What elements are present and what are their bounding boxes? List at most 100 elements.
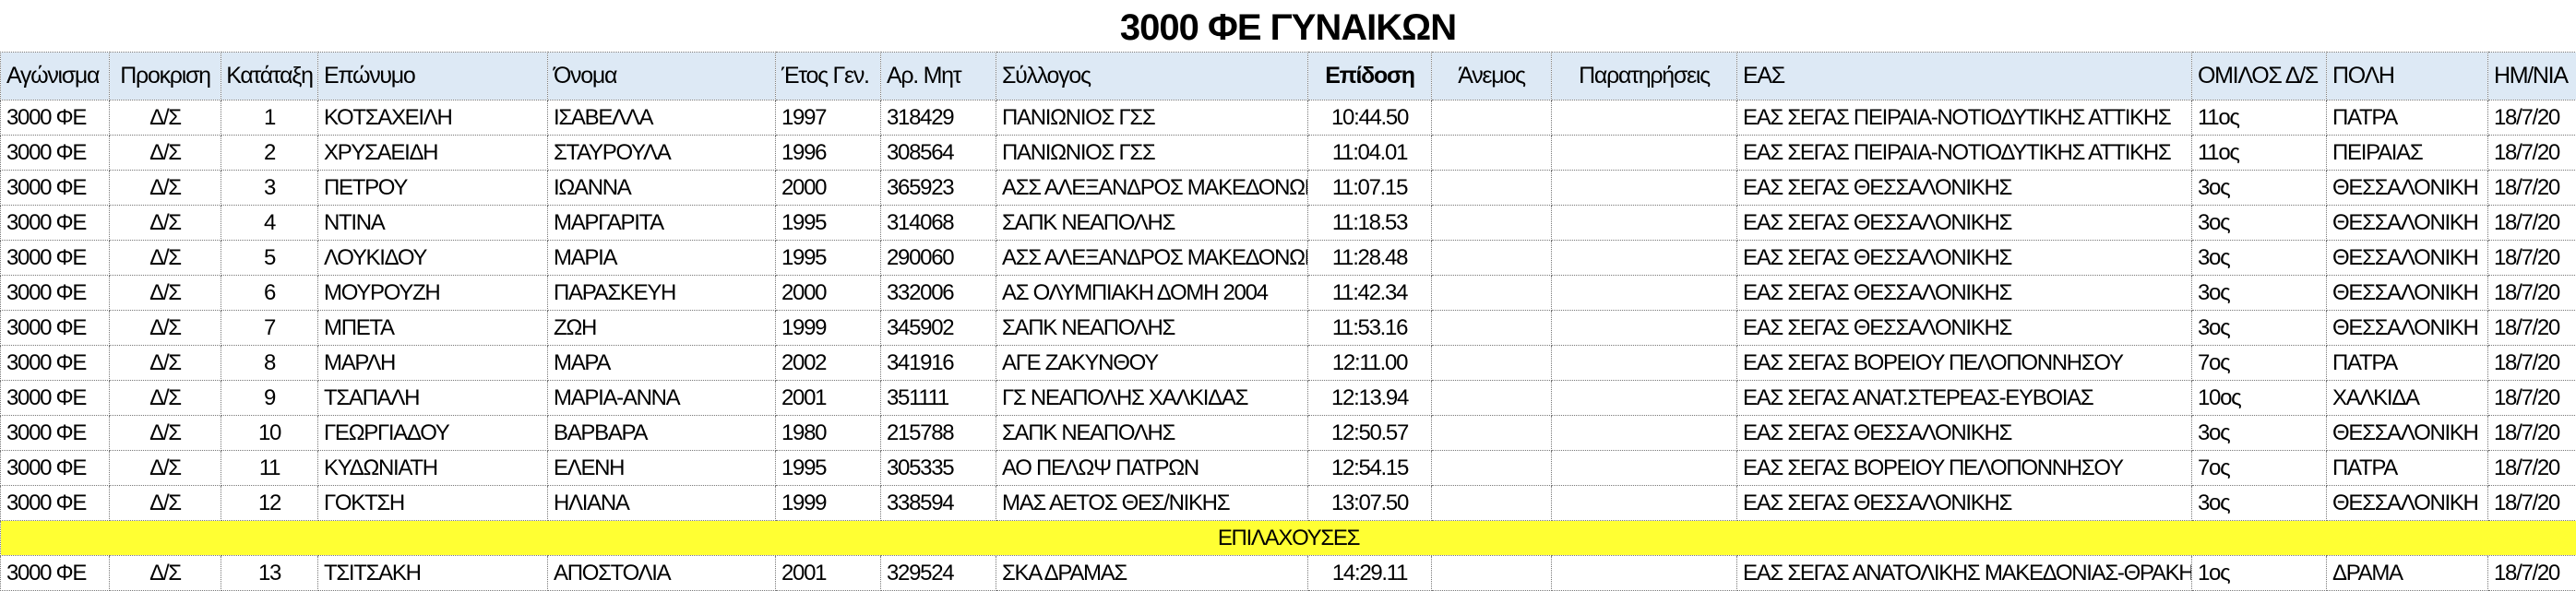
header-surname[interactable]: Επώνυμο [318,53,548,100]
cell-group[interactable]: 10ος [2192,381,2327,416]
cell-qualification[interactable]: Δ/Σ [110,381,221,416]
cell-date[interactable]: 18/7/20 [2488,276,2576,311]
cell-remarks[interactable] [1552,311,1737,346]
cell-surname[interactable]: ΠΕΤΡΟΥ [318,171,548,206]
cell-group[interactable]: 3ος [2192,171,2327,206]
cell-qualification[interactable]: Δ/Σ [110,241,221,276]
cell-birth-year[interactable]: 2001 [776,381,881,416]
cell-birth-year[interactable]: 1995 [776,241,881,276]
cell-birth-year[interactable]: 1995 [776,206,881,241]
cell-wind[interactable] [1432,171,1552,206]
cell-wind[interactable] [1432,346,1552,381]
cell-eas[interactable]: ΕΑΣ ΣΕΓΑΣ ΑΝΑΤΟΛΙΚΗΣ ΜΑΚΕΔΟΝΙΑΣ-ΘΡΑΚΗΣ [1737,556,2192,591]
header-remarks[interactable]: Παρατηρήσεις [1552,53,1737,100]
cell-city[interactable]: ΘΕΣΣΑΛΟΝΙΚΗ [2327,206,2488,241]
cell-birth-year[interactable]: 1999 [776,486,881,521]
cell-qualification[interactable]: Δ/Σ [110,100,221,136]
cell-registry-no[interactable]: 341916 [881,346,996,381]
cell-event[interactable]: 3000 ΦΕ [1,100,110,136]
cell-club[interactable]: ΑΣ ΟΛΥΜΠΙΑΚΗ ΔΟΜΗ 2004 [996,276,1308,311]
cell-rank[interactable]: 8 [221,346,318,381]
cell-event[interactable]: 3000 ΦΕ [1,171,110,206]
cell-surname[interactable]: ΜΠΕΤΑ [318,311,548,346]
cell-remarks[interactable] [1552,136,1737,171]
cell-surname[interactable]: ΤΣΙΤΣΑΚΗ [318,556,548,591]
cell-club[interactable]: ΑΣΣ ΑΛΕΞΑΝΔΡΟΣ ΜΑΚΕΔΟΝΩΝ [996,171,1308,206]
cell-rank[interactable]: 12 [221,486,318,521]
header-club[interactable]: Σύλλογος [996,53,1308,100]
cell-rank[interactable]: 4 [221,206,318,241]
cell-remarks[interactable] [1552,206,1737,241]
header-city[interactable]: ΠΟΛΗ [2327,53,2488,100]
cell-city[interactable]: ΘΕΣΣΑΛΟΝΙΚΗ [2327,276,2488,311]
cell-performance[interactable]: 14:29.11 [1308,556,1432,591]
cell-performance[interactable]: 12:54.15 [1308,451,1432,486]
header-rank[interactable]: Κατάταξη [221,53,318,100]
cell-group[interactable]: 3ος [2192,206,2327,241]
cell-city[interactable]: ΠΑΤΡΑ [2327,346,2488,381]
cell-eas[interactable]: ΕΑΣ ΣΕΓΑΣ ΑΝΑΤ.ΣΤΕΡΕΑΣ-ΕΥΒΟΙΑΣ [1737,381,2192,416]
cell-eas[interactable]: ΕΑΣ ΣΕΓΑΣ ΘΕΣΣΑΛΟΝΙΚΗΣ [1737,241,2192,276]
cell-remarks[interactable] [1552,556,1737,591]
cell-eas[interactable]: ΕΑΣ ΣΕΓΑΣ ΠΕΙΡΑΙΑ-ΝΟΤΙΟΔΥΤΙΚΗΣ ΑΤΤΙΚΗΣ [1737,100,2192,136]
cell-registry-no[interactable]: 365923 [881,171,996,206]
cell-remarks[interactable] [1552,276,1737,311]
cell-eas[interactable]: ΕΑΣ ΣΕΓΑΣ ΘΕΣΣΑΛΟΝΙΚΗΣ [1737,416,2192,451]
cell-qualification[interactable]: Δ/Σ [110,171,221,206]
cell-first-name[interactable]: ΙΩΑΝΝΑ [548,171,776,206]
cell-remarks[interactable] [1552,451,1737,486]
cell-birth-year[interactable]: 1999 [776,311,881,346]
cell-registry-no[interactable]: 290060 [881,241,996,276]
cell-event[interactable]: 3000 ΦΕ [1,311,110,346]
header-registry-no[interactable]: Αρ. Μητ [881,53,996,100]
cell-performance[interactable]: 10:44.50 [1308,100,1432,136]
cell-qualification[interactable]: Δ/Σ [110,276,221,311]
cell-remarks[interactable] [1552,171,1737,206]
cell-date[interactable]: 18/7/20 [2488,206,2576,241]
cell-wind[interactable] [1432,311,1552,346]
cell-first-name[interactable]: ΕΛΕΝΗ [548,451,776,486]
cell-birth-year[interactable]: 2000 [776,276,881,311]
cell-city[interactable]: ΠΑΤΡΑ [2327,100,2488,136]
cell-club[interactable]: ΓΣ ΝΕΑΠΟΛΗΣ ΧΑΛΚΙΔΑΣ [996,381,1308,416]
cell-group[interactable]: 3ος [2192,276,2327,311]
cell-first-name[interactable]: ΣΤΑΥΡΟΥΛΑ [548,136,776,171]
cell-performance[interactable]: 12:11.00 [1308,346,1432,381]
cell-city[interactable]: ΘΕΣΣΑΛΟΝΙΚΗ [2327,416,2488,451]
cell-qualification[interactable]: Δ/Σ [110,486,221,521]
cell-event[interactable]: 3000 ΦΕ [1,241,110,276]
cell-registry-no[interactable]: 351111 [881,381,996,416]
cell-city[interactable]: ΔΡΑΜΑ [2327,556,2488,591]
cell-rank[interactable]: 11 [221,451,318,486]
cell-wind[interactable] [1432,241,1552,276]
cell-city[interactable]: ΠΑΤΡΑ [2327,451,2488,486]
cell-remarks[interactable] [1552,100,1737,136]
cell-event[interactable]: 3000 ΦΕ [1,276,110,311]
cell-event[interactable]: 3000 ΦΕ [1,451,110,486]
cell-first-name[interactable]: ΜΑΡΓΑΡΙΤΑ [548,206,776,241]
cell-birth-year[interactable]: 1980 [776,416,881,451]
cell-registry-no[interactable]: 314068 [881,206,996,241]
cell-first-name[interactable]: ΜΑΡΙΑ-ΑΝΝΑ [548,381,776,416]
cell-rank[interactable]: 1 [221,100,318,136]
cell-club[interactable]: ΣΚΑ ΔΡΑΜΑΣ [996,556,1308,591]
cell-group[interactable]: 3ος [2192,311,2327,346]
cell-remarks[interactable] [1552,381,1737,416]
cell-first-name[interactable]: ΗΛΙΑΝΑ [548,486,776,521]
cell-performance[interactable]: 11:42.34 [1308,276,1432,311]
cell-birth-year[interactable]: 2000 [776,171,881,206]
cell-date[interactable]: 18/7/20 [2488,136,2576,171]
cell-eas[interactable]: ΕΑΣ ΣΕΓΑΣ ΒΟΡΕΙΟΥ ΠΕΛΟΠΟΝΝΗΣΟΥ [1737,451,2192,486]
header-date[interactable]: ΗΜ/ΝΙΑ [2488,53,2576,100]
cell-wind[interactable] [1432,416,1552,451]
cell-surname[interactable]: ΓΕΩΡΓΙΑΔΟΥ [318,416,548,451]
cell-birth-year[interactable]: 1997 [776,100,881,136]
cell-surname[interactable]: ΚΥΔΩΝΙΑΤΗ [318,451,548,486]
cell-date[interactable]: 18/7/20 [2488,171,2576,206]
header-eas[interactable]: ΕΑΣ [1737,53,2192,100]
header-qualification[interactable]: Προκριση [110,53,221,100]
cell-performance[interactable]: 11:07.15 [1308,171,1432,206]
cell-registry-no[interactable]: 338594 [881,486,996,521]
cell-city[interactable]: ΠΕΙΡΑΙΑΣ [2327,136,2488,171]
header-wind[interactable]: Άνεμος [1432,53,1552,100]
